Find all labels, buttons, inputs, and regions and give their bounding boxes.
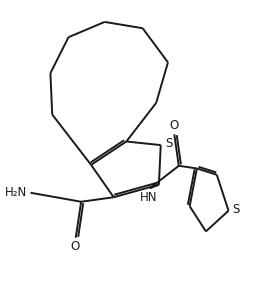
Text: S: S xyxy=(165,137,172,150)
Text: O: O xyxy=(70,241,79,253)
Text: H₂N: H₂N xyxy=(5,186,27,199)
Text: S: S xyxy=(233,203,240,216)
Text: HN: HN xyxy=(140,191,157,203)
Text: O: O xyxy=(170,119,179,132)
